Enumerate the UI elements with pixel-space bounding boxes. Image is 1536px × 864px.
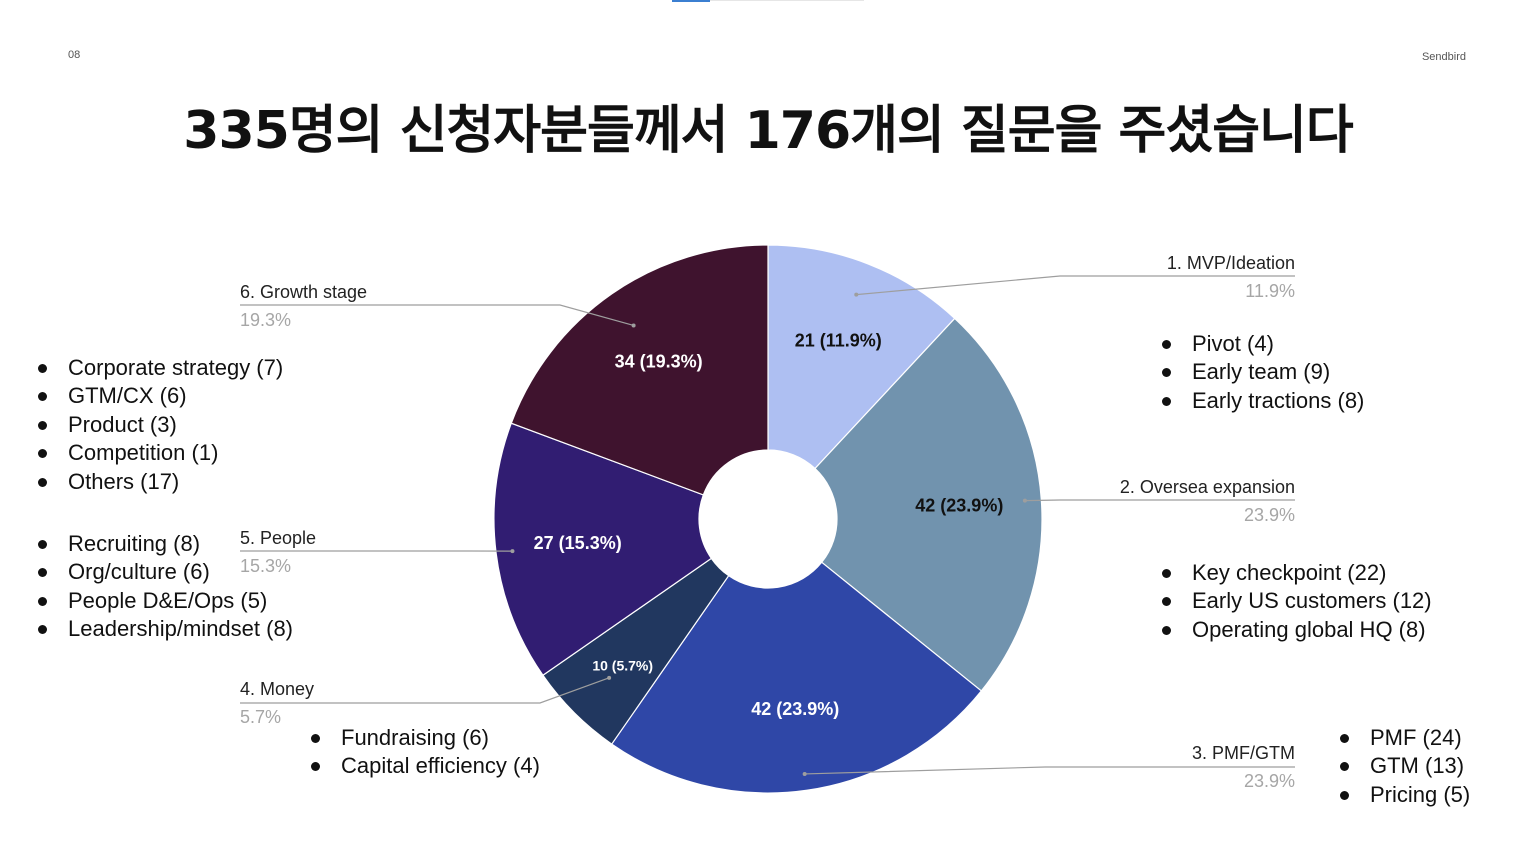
pie-slice [493, 422, 713, 677]
leader-line [804, 766, 1295, 775]
list-item: Others (17) [36, 468, 283, 496]
slice-data-label: 42 (23.9%) [915, 495, 1003, 515]
oversea-subtopics-list: Key checkpoint (22) Early US customers (1… [1160, 559, 1432, 644]
slice-data-label: 27 (15.3%) [534, 533, 622, 553]
category-percent: 11.9% [1245, 281, 1295, 301]
chart-slices [493, 244, 1043, 794]
pie-slice [610, 561, 983, 794]
list-item: Product (3) [36, 411, 283, 439]
list-item: Key checkpoint (22) [1160, 559, 1432, 587]
chart-labels: 21 (11.9%) 1. MVP/Ideation 11.9% 42 (23.9%)… [240, 253, 1295, 791]
category-percent: 15.3% [240, 556, 291, 576]
category-label: 5. People [240, 528, 316, 548]
leader-line [1024, 499, 1295, 502]
category-percent: 23.9% [1244, 505, 1295, 525]
category-label: 6. Growth stage [240, 282, 367, 302]
growth-subtopics-list: Corporate strategy (7) GTM/CX (6) Product … [36, 354, 283, 496]
list-item: Corporate strategy (7) [36, 354, 283, 382]
leader-dot [802, 771, 807, 776]
mvp-subtopics-list: Pivot (4) Early team (9) Early tractions (… [1160, 330, 1364, 415]
leader-line [856, 275, 1295, 296]
list-item: Early team (9) [1160, 358, 1364, 386]
list-item: Pricing (5) [1338, 781, 1470, 809]
category-percent: 23.9% [1244, 771, 1295, 791]
leader-dot [631, 323, 636, 328]
list-item: GTM/CX (6) [36, 382, 283, 410]
list-item: Operating global HQ (8) [1160, 616, 1432, 644]
list-item: Capital efficiency (4) [309, 752, 540, 780]
money-subtopics-list: Fundraising (6) Capital efficiency (4) [309, 724, 540, 781]
category-percent: 19.3% [240, 310, 291, 330]
leader-line [240, 304, 634, 327]
leader-dot [854, 292, 859, 297]
pie-slice [767, 244, 956, 470]
pie-slice [510, 244, 769, 496]
page-title: 335명의 신청자분들께서 176개의 질문을 주셨습니다 [183, 101, 1353, 161]
category-label: 2. Oversea expansion [1120, 477, 1295, 497]
category-label: 3. PMF/GTM [1192, 743, 1295, 763]
slice-data-label: 34 (19.3%) [615, 351, 703, 371]
list-item: Early tractions (8) [1160, 387, 1364, 415]
list-item: GTM (13) [1338, 752, 1470, 780]
slice-data-label: 10 (5.7%) [592, 657, 653, 673]
leader-dot [1022, 498, 1027, 503]
leader-dot [607, 675, 612, 680]
leader-dot [510, 549, 515, 554]
top-accent-bar [672, 0, 710, 2]
pie-slice [814, 317, 1043, 692]
list-item: Leadership/mindset (8) [36, 615, 293, 643]
leader-line [240, 677, 610, 704]
page-number: 08 [68, 49, 81, 61]
list-item: Competition (1) [36, 439, 283, 467]
category-label: 1. MVP/Ideation [1167, 253, 1295, 273]
brand-label: Sendbird [1421, 51, 1466, 63]
category-percent: 5.7% [240, 707, 281, 727]
list-item: Org/culture (6) [36, 558, 293, 586]
list-item: Pivot (4) [1160, 330, 1364, 358]
slice-data-label: 21 (11.9%) [795, 331, 882, 351]
top-divider [672, 0, 864, 1]
chart-leader-lines [240, 275, 1295, 776]
list-item: Early US customers (12) [1160, 587, 1432, 615]
list-item: PMF (24) [1338, 724, 1470, 752]
people-subtopics-list: Recruiting (8) Org/culture (6) People D&E/… [36, 530, 293, 644]
slice-data-label: 42 (23.9%) [751, 699, 839, 719]
list-item: People D&E/Ops (5) [36, 587, 293, 615]
category-label: 4. Money [240, 679, 314, 699]
list-item: Recruiting (8) [36, 530, 293, 558]
list-item: Fundraising (6) [309, 724, 540, 752]
pmf-subtopics-list: PMF (24) GTM (13) Pricing (5) [1338, 724, 1470, 809]
